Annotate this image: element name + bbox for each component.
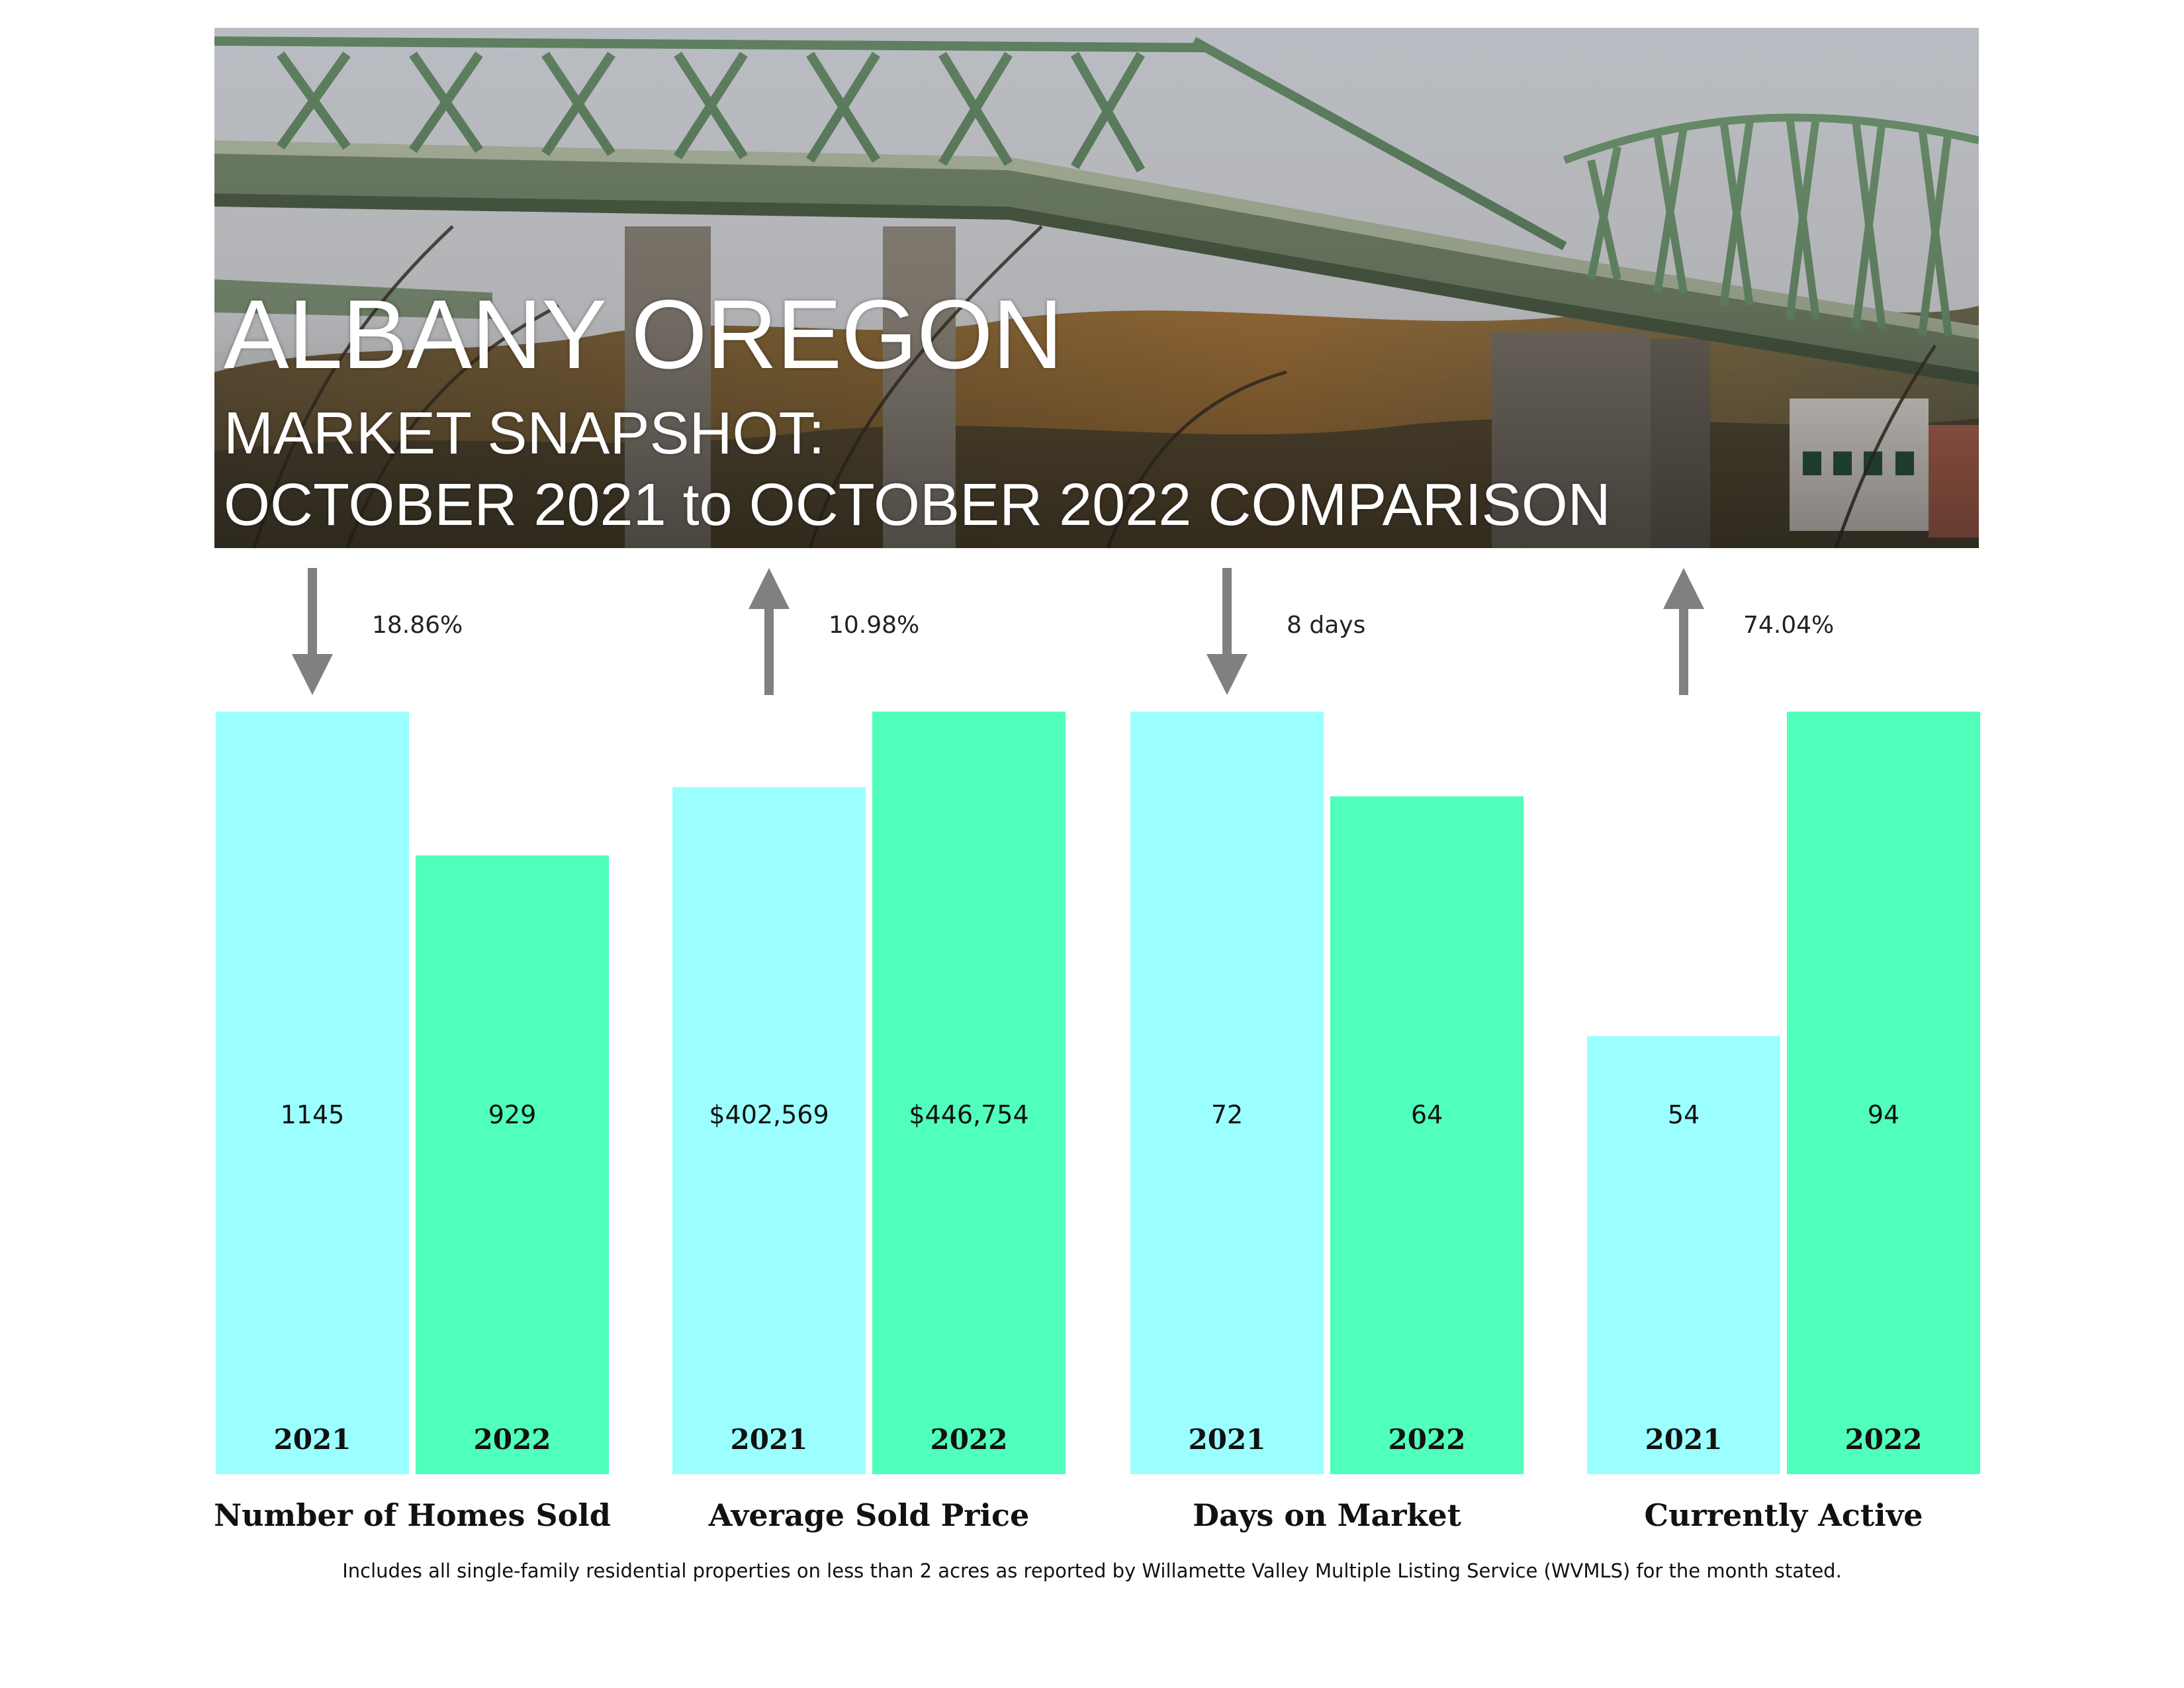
change-label: 10.98% [829,612,920,639]
bar-2022-2 [1330,796,1524,1474]
page-subtitle-line2: OCTOBER 2021 to OCTOBER 2022 COMPARISON [224,472,1611,538]
bar-2021-1 [672,786,866,1474]
bar-value-label: 64 [1410,1100,1443,1129]
arrow-up-icon [749,568,790,695]
change-label: 8 days [1287,612,1366,639]
bar-value-label: 929 [488,1100,537,1129]
footnote: Includes all single-family residential p… [342,1560,1842,1582]
bar-2022-0 [416,855,609,1474]
chart-category-title: Average Sold Price [708,1497,1030,1533]
bar-year-label: 2021 [1188,1423,1266,1456]
bar-2021-2 [1130,712,1324,1474]
bar-year-label: 2022 [930,1423,1008,1456]
hero-banner: ALBANY OREGON MARKET SNAPSHOT: OCTOBER 2… [214,28,1979,548]
bar-value-label: 54 [1667,1100,1700,1129]
bar-2022-3 [1787,712,1980,1474]
page-title: ALBANY OREGON [224,280,1063,389]
bar-value-label: $446,754 [909,1100,1029,1129]
bar-value-label: $402,569 [709,1100,829,1129]
change-label: 74.04% [1743,612,1835,639]
bar-year-label: 2022 [1844,1423,1923,1456]
bar-value-label: 72 [1210,1100,1244,1129]
chart-category-title: Days on Market [1193,1497,1461,1533]
chart-category-title: Currently Active [1644,1497,1923,1533]
bridge-photo [214,28,1979,548]
bar-2022-1 [872,712,1066,1474]
page-subtitle-line1: MARKET SNAPSHOT: [224,400,825,467]
bar-year-label: 2022 [1388,1423,1466,1456]
arrow-down-icon [292,568,333,695]
change-label: 18.86% [372,612,463,639]
arrow-up-icon [1663,568,1704,695]
bar-year-label: 2022 [473,1423,551,1456]
bar-year-label: 2021 [1645,1423,1723,1456]
bar-value-label: 1145 [280,1100,345,1129]
bar-2021-3 [1587,1036,1780,1474]
bar-value-label: 94 [1867,1100,1900,1129]
chart-category-title: Number of Homes Sold [214,1497,611,1533]
arrow-down-icon [1206,568,1248,695]
bar-year-label: 2021 [730,1423,808,1456]
bar-year-label: 2021 [273,1423,351,1456]
bar-2021-0 [216,712,409,1474]
